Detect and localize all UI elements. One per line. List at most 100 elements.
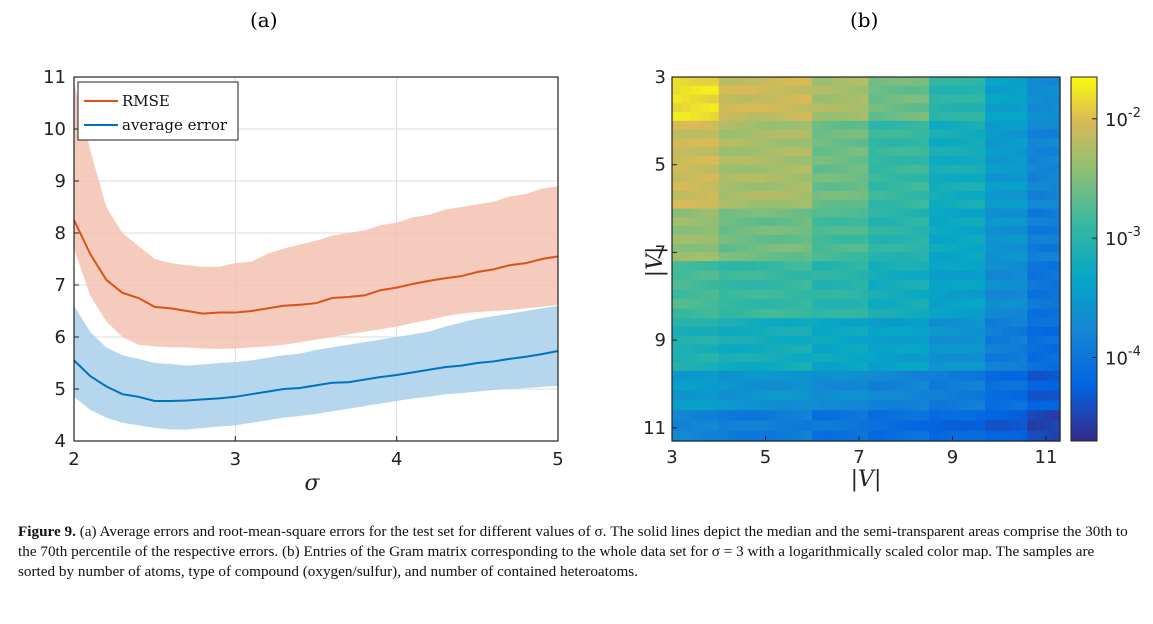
heatmap-cell <box>858 335 869 346</box>
heatmap-cell <box>830 85 841 96</box>
heatmap-cell <box>812 226 823 236</box>
heatmap-cell <box>821 400 832 411</box>
heatmap-cell <box>1002 191 1012 201</box>
heatmap-cell <box>1018 199 1028 210</box>
heatmap-cell <box>858 353 869 363</box>
heatmap-cell <box>1035 138 1045 148</box>
colorbar <box>1070 76 1098 442</box>
heatmap-cell <box>877 217 887 227</box>
heatmap-cell <box>1027 226 1037 236</box>
heatmap-cell <box>672 129 682 139</box>
heatmap-cell <box>993 147 1003 157</box>
heatmap-cell <box>681 103 692 113</box>
heatmap-cell <box>885 208 895 218</box>
heatmap-cell <box>830 261 841 272</box>
heatmap-cell <box>911 173 922 183</box>
heatmap-cell <box>885 217 895 227</box>
heatmap-cell <box>737 400 748 411</box>
heatmap-cell <box>877 390 887 402</box>
heatmap-cell <box>911 94 922 104</box>
heatmap-cell <box>700 217 710 227</box>
heatmap-cell <box>858 120 869 131</box>
heatmap-cell <box>746 335 757 346</box>
heatmap-cell <box>911 308 922 319</box>
heatmap-cell <box>793 362 804 372</box>
heatmap-cell <box>672 217 682 227</box>
heatmap-cell <box>821 182 832 192</box>
heatmap-cell <box>993 103 1003 113</box>
heatmap-cell <box>877 261 887 272</box>
heatmap-cell <box>1043 147 1053 157</box>
heatmap-cell <box>700 326 710 337</box>
heatmap-cell <box>858 234 869 245</box>
heatmap-cell <box>1002 430 1012 442</box>
heatmap-cell <box>690 280 701 291</box>
heatmap-cell <box>849 390 860 402</box>
heatmap-cell <box>821 252 832 262</box>
heatmap-cell <box>690 270 701 281</box>
heatmap-cell <box>728 120 739 131</box>
heatmap-cell <box>849 370 860 382</box>
heatmap-cell <box>985 380 995 392</box>
heatmap-cell <box>765 430 776 442</box>
heatmap-cell <box>938 362 949 372</box>
heatmap-cell <box>802 362 813 372</box>
heatmap-cell <box>894 344 904 354</box>
heatmap-cell <box>877 380 887 392</box>
heatmap-cell <box>1035 344 1045 354</box>
heatmap-cell <box>737 217 748 227</box>
heatmap-cell <box>938 164 949 175</box>
heatmap-cell <box>672 173 682 183</box>
heatmap-cell <box>1043 252 1053 262</box>
heatmap-cell <box>894 308 904 319</box>
heatmap-cell <box>1027 289 1037 300</box>
heatmap-cell <box>985 326 995 337</box>
heatmap-cell <box>718 112 729 122</box>
heatmap-cell <box>903 234 913 245</box>
heatmap-cell <box>681 270 692 281</box>
heatmap-cell <box>929 234 940 245</box>
heatmap-cell <box>858 299 869 310</box>
heatmap-cell <box>793 129 804 139</box>
heatmap-cell <box>728 173 739 183</box>
heatmap-cell <box>885 353 895 363</box>
heatmap-cell <box>756 182 767 192</box>
heatmap-cell <box>746 410 757 422</box>
heatmap-cell <box>718 430 729 442</box>
heatmap-cell <box>903 370 913 382</box>
heatmap-cell <box>938 289 949 300</box>
heatmap-cell <box>957 299 968 310</box>
heatmap-cell <box>1051 77 1061 87</box>
heatmap-cell <box>957 430 968 442</box>
heatmap-cell <box>765 77 776 87</box>
heatmap-cell <box>849 420 860 432</box>
heatmap-cell <box>690 289 701 300</box>
heatmap-cell <box>1010 138 1020 148</box>
heatmap-cell <box>1035 182 1045 192</box>
heatmap-cell <box>1010 326 1020 337</box>
heatmap-cell <box>802 261 813 272</box>
heatmap-cell <box>966 289 977 300</box>
heatmap-cell <box>737 410 748 422</box>
heatmap-cell <box>672 308 682 319</box>
heatmap-y-tick-label: 11 <box>643 418 666 439</box>
heatmap-cell <box>1051 234 1061 245</box>
heatmap-cell <box>929 182 940 192</box>
heatmap-cell <box>1002 94 1012 104</box>
heatmap-cell <box>1018 400 1028 411</box>
heatmap-cell <box>957 112 968 122</box>
heatmap-cell <box>858 129 869 139</box>
heatmap-cell <box>1027 390 1037 402</box>
heatmap-cell <box>1010 120 1020 131</box>
heatmap-cell <box>672 390 682 402</box>
heatmap-cell <box>911 77 922 87</box>
heatmap-cell <box>765 94 776 104</box>
heatmap-cell <box>793 420 804 432</box>
heatmap-cell <box>1051 270 1061 281</box>
heatmap-cell <box>840 370 851 382</box>
heatmap-cell <box>947 199 958 210</box>
heatmap-cell <box>1018 370 1028 382</box>
heatmap-cell <box>975 129 986 139</box>
heatmap-cell <box>877 410 887 422</box>
y-tick-label: 6 <box>55 327 66 348</box>
